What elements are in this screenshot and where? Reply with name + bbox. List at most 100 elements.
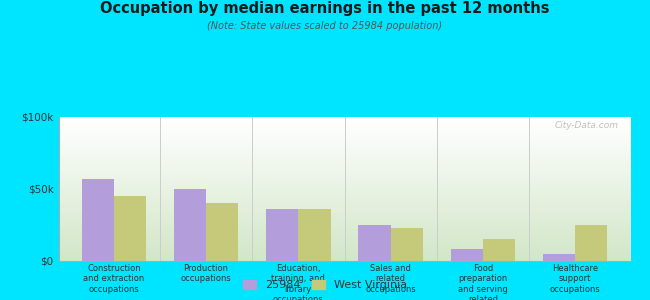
Bar <box>58 170 630 172</box>
Bar <box>58 154 630 156</box>
Bar <box>58 212 630 214</box>
Bar <box>58 202 630 203</box>
Bar <box>58 208 630 209</box>
Bar <box>58 244 630 245</box>
Bar <box>58 203 630 205</box>
Bar <box>58 225 630 226</box>
Bar <box>58 238 630 239</box>
Bar <box>58 160 630 162</box>
Bar <box>58 206 630 208</box>
Bar <box>58 178 630 179</box>
Bar <box>58 189 630 190</box>
Bar <box>58 150 630 152</box>
Bar <box>58 188 630 189</box>
Bar <box>58 146 630 147</box>
Text: City-Data.com: City-Data.com <box>555 121 619 130</box>
Bar <box>58 153 630 154</box>
Bar <box>58 186 630 188</box>
Bar <box>266 209 298 261</box>
Bar <box>58 118 630 120</box>
Bar <box>81 179 114 261</box>
Bar <box>58 164 630 166</box>
Bar <box>58 231 630 232</box>
Bar <box>58 241 630 242</box>
Bar <box>543 254 575 261</box>
Bar <box>58 166 630 167</box>
Bar <box>58 239 630 241</box>
Bar <box>58 117 630 118</box>
Bar <box>58 199 630 200</box>
Bar <box>58 209 630 211</box>
Bar <box>58 134 630 136</box>
Bar <box>58 136 630 137</box>
Bar <box>58 162 630 163</box>
Bar <box>58 193 630 195</box>
Bar <box>58 221 630 222</box>
Bar <box>58 120 630 121</box>
Bar <box>58 196 630 198</box>
Bar <box>58 232 630 234</box>
Bar <box>58 254 630 255</box>
Bar <box>58 121 630 123</box>
Bar <box>58 140 630 142</box>
Bar <box>58 149 630 150</box>
Bar <box>58 251 630 252</box>
Bar <box>58 257 630 258</box>
Bar <box>58 130 630 131</box>
Bar <box>58 198 630 199</box>
Bar <box>58 236 630 238</box>
Bar <box>58 195 630 196</box>
Bar <box>58 173 630 175</box>
Bar <box>58 228 630 229</box>
Bar <box>58 205 630 206</box>
Bar <box>58 190 630 192</box>
Bar <box>58 176 630 178</box>
Bar <box>58 172 630 173</box>
Bar <box>58 183 630 185</box>
Bar <box>58 214 630 215</box>
Bar <box>58 247 630 248</box>
Bar <box>206 203 239 261</box>
Bar <box>58 123 630 124</box>
Bar <box>58 126 630 127</box>
Bar <box>450 250 483 261</box>
Bar <box>58 169 630 170</box>
Bar <box>58 182 630 183</box>
Bar <box>58 242 630 244</box>
Bar <box>391 228 423 261</box>
Bar <box>58 215 630 216</box>
Bar <box>174 189 206 261</box>
Bar <box>58 250 630 251</box>
Bar <box>58 192 630 193</box>
Bar <box>58 218 630 219</box>
Bar <box>58 163 630 164</box>
Bar <box>58 137 630 139</box>
Legend: 25984, West Virginia: 25984, West Virginia <box>239 275 411 294</box>
Bar <box>58 142 630 143</box>
Bar <box>575 225 608 261</box>
Bar <box>58 248 630 250</box>
Bar <box>58 156 630 157</box>
Bar <box>58 131 630 133</box>
Bar <box>298 209 331 261</box>
Bar <box>58 159 630 160</box>
Bar <box>58 179 630 180</box>
Bar <box>58 144 630 146</box>
Text: Occupation by median earnings in the past 12 months: Occupation by median earnings in the pas… <box>100 2 550 16</box>
Bar <box>58 229 630 231</box>
Bar <box>58 235 630 236</box>
Bar <box>58 127 630 128</box>
Bar <box>58 167 630 169</box>
Bar <box>58 258 630 260</box>
Bar <box>58 260 630 261</box>
Bar <box>58 255 630 257</box>
Bar <box>114 196 146 261</box>
Bar <box>483 239 515 261</box>
Bar <box>58 180 630 182</box>
Bar <box>58 222 630 224</box>
Bar <box>58 185 630 186</box>
Bar <box>58 175 630 176</box>
Bar <box>58 143 630 144</box>
Bar <box>58 157 630 159</box>
Bar <box>58 133 630 134</box>
